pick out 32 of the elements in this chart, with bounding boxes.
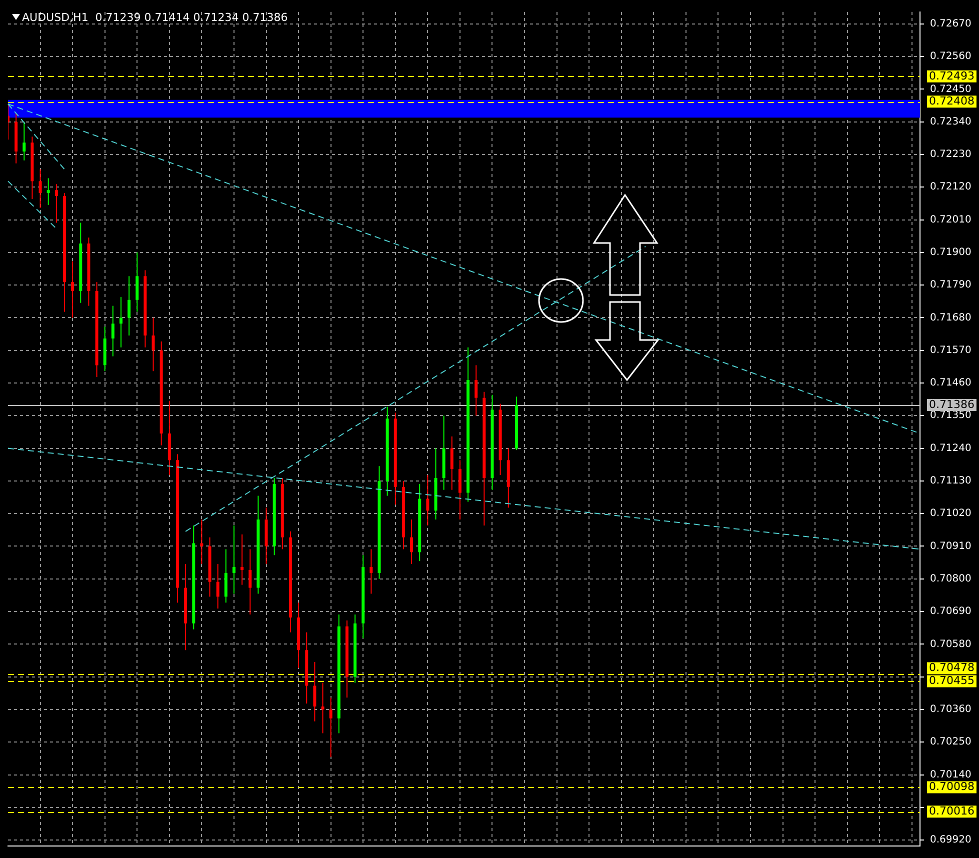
ref-line-label: 0.70016 (929, 804, 974, 818)
y-tick-label: 0.71240 (930, 442, 972, 454)
y-tick-label: 0.72450 (930, 84, 972, 95)
y-tick-label: 0.71020 (930, 508, 972, 520)
ref-line-label: 0.70455 (929, 674, 974, 688)
y-tick-label: 0.70690 (930, 606, 972, 618)
y-tick-label: 0.71350 (930, 410, 972, 422)
y-tick-label: 0.72120 (930, 182, 972, 193)
y-tick-label: 0.72010 (930, 214, 972, 226)
y-tick-label: 0.70910 (930, 540, 972, 552)
ref-line-label: 0.71386 (929, 398, 974, 411)
y-tick-label: 0.70580 (930, 638, 972, 650)
ref-line-label: 0.72408 (929, 94, 974, 108)
y-tick-label: 0.71900 (930, 247, 972, 258)
y-tick-label: 0.70250 (930, 736, 972, 748)
y-tick-label: 0.71130 (930, 476, 972, 487)
y-tick-label: 0.71680 (930, 312, 972, 324)
y-tick-label: 0.72340 (930, 116, 972, 128)
y-tick-label: 0.70140 (930, 769, 972, 780)
y-tick-label: 0.71460 (930, 378, 972, 389)
y-tick-label: 0.70800 (930, 573, 972, 584)
y-tick-label: 0.69920 (930, 834, 972, 846)
ref-line-label: 0.70098 (929, 780, 974, 794)
y-tick-label: 0.72670 (930, 18, 972, 30)
y-tick-label: 0.72560 (930, 51, 972, 62)
y-tick-label: 0.70360 (930, 704, 972, 716)
y-tick-label: 0.72230 (930, 149, 972, 160)
y-tick-label: 0.71570 (930, 344, 972, 356)
ref-line-label: 0.70478 (929, 661, 974, 674)
y-tick-label: 0.71790 (930, 280, 972, 291)
ref-line-label: 0.72493 (929, 69, 974, 82)
chart-title: AUDUSD,H1 0.71239 0.71414 0.71234 0.71386 (22, 11, 288, 24)
